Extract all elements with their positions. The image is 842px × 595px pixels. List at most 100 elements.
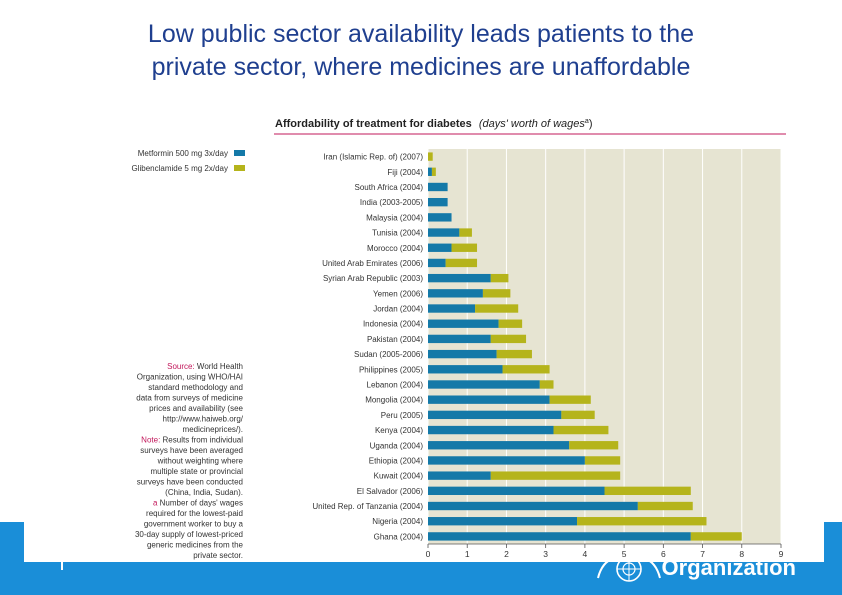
category-label: Kenya (2004): [375, 426, 423, 435]
bar-segment: [553, 425, 609, 435]
bar-segment: [428, 532, 691, 541]
x-tick-label: 4: [583, 549, 588, 559]
legend-label: Metformin 500 mg 3x/day: [138, 149, 228, 158]
bar-segment: [577, 517, 707, 526]
bar-segment: [498, 319, 523, 328]
bar-segment: [428, 471, 491, 480]
plot-background: [428, 149, 781, 544]
slide-title-line-2: private sector, where medicines are unaf…: [151, 53, 691, 81]
source-note-label: Source:: [167, 362, 197, 371]
category-label: India (2003-2005): [360, 198, 423, 207]
source-note-line: a Number of days' wages: [153, 499, 243, 508]
source-note-line: (China, India, Sudan).: [165, 488, 243, 497]
x-tick-label: 9: [779, 549, 784, 559]
bar-segment: [637, 501, 693, 511]
category-label: Indonesia (2004): [363, 320, 423, 329]
source-note-line: generic medicines from the: [147, 541, 244, 550]
bar-segment: [428, 486, 605, 496]
bar-segment: [428, 517, 578, 526]
x-tick-label: 0: [426, 549, 431, 559]
bar-segment: [428, 289, 483, 298]
chart-title-units: (days' worth of wages: [479, 118, 586, 130]
bar-segment: [428, 349, 497, 359]
category-label: Jordan (2004): [373, 305, 423, 314]
x-tick-label: 8: [739, 549, 744, 559]
slide-title-line-1: Low public sector availability leads pat…: [147, 20, 695, 48]
category-label: Fiji (2004): [387, 168, 423, 177]
category-label: Morocco (2004): [367, 244, 423, 253]
bar-segment: [428, 182, 448, 192]
category-label: Yemen (2006): [373, 289, 423, 298]
chart-title-close: ): [589, 118, 593, 130]
bar-segment: [490, 273, 509, 283]
bar-segment: [496, 349, 532, 359]
bar-segment: [690, 532, 742, 541]
category-label: United Arab Emirates (2006): [322, 259, 423, 268]
slide-title: Low public sector availability leads pat…: [0, 18, 842, 84]
bar-segment: [428, 304, 476, 313]
bar-segment: [428, 228, 460, 237]
bar-segment: [561, 410, 595, 420]
x-tick-label: 6: [661, 549, 666, 559]
source-note-text: Number of days' wages: [160, 499, 243, 508]
source-note-line: prices and availability (see: [149, 404, 243, 413]
bar-segment: [569, 441, 619, 450]
bar-segment: [428, 410, 562, 420]
category-label: Mongolia (2004): [365, 396, 423, 405]
category-label: Philippines (2005): [359, 365, 423, 374]
category-label: Ghana (2004): [374, 532, 424, 541]
source-note-line: required for the lowest-paid: [146, 509, 243, 518]
source-note-line: http://www.haiweb.org/: [163, 415, 244, 424]
source-note-text: World Health: [197, 362, 243, 371]
chart-title-superscript: a: [585, 118, 589, 125]
source-note-line: data from surveys of medicine: [136, 394, 243, 403]
bar-segment: [482, 289, 511, 298]
bar-segment: [490, 471, 621, 480]
chart-title-main: Affordability of treatment for diabetes: [275, 118, 472, 130]
source-note-label: Note:: [141, 436, 162, 445]
bar-segment: [428, 501, 638, 511]
bar-segment: [502, 365, 550, 374]
bar-segment: [428, 273, 491, 283]
category-label: Syrian Arab Republic (2003): [323, 274, 423, 283]
category-label: Lebanon (2004): [367, 380, 424, 389]
source-note-line: Organization, using WHO/HAI: [137, 373, 243, 382]
source-note-line: surveys have been averaged: [140, 446, 243, 455]
source-note-line: Note: Results from individual: [141, 436, 243, 445]
bar-segment: [459, 228, 472, 237]
category-label: Malaysia (2004): [366, 213, 423, 222]
source-note-line: surveys have been conducted: [137, 478, 243, 487]
source-note-label: a: [153, 499, 160, 508]
bar-segment: [428, 380, 540, 389]
bar-segment: [431, 167, 436, 176]
x-tick-label: 5: [622, 549, 627, 559]
category-label: Sudan (2005-2006): [354, 350, 423, 359]
source-note-text: Results from individual: [163, 436, 244, 445]
category-label: Nigeria (2004): [372, 517, 423, 526]
source-note-line: Source: World Health: [167, 362, 243, 371]
bar-segment: [428, 213, 452, 222]
bar-segment: [428, 319, 499, 328]
bar-segment: [428, 167, 432, 176]
x-tick-label: 3: [543, 549, 548, 559]
legend-swatch: [234, 150, 245, 156]
x-tick-label: 7: [700, 549, 705, 559]
bar-segment: [539, 380, 554, 389]
category-label: Ethiopia (2004): [369, 456, 424, 465]
bar-segment: [428, 425, 554, 435]
bar-segment: [428, 152, 433, 161]
x-tick-label: 2: [504, 549, 509, 559]
bar-segment: [428, 197, 448, 207]
source-note-line: 30-day supply of lowest-priced: [135, 530, 243, 539]
legend-swatch: [234, 165, 245, 171]
category-label: El Salvador (2006): [357, 487, 424, 496]
source-note-line: medicineprices/).: [183, 425, 243, 434]
category-label: Pakistan (2004): [367, 335, 423, 344]
chart-title: Affordability of treatment for diabetes …: [275, 118, 592, 130]
bar-segment: [490, 334, 527, 344]
category-label: Uganda (2004): [370, 441, 424, 450]
category-label: Kuwait (2004): [374, 472, 424, 481]
source-note-line: standard methodology and: [148, 383, 243, 392]
bar-segment: [604, 486, 691, 496]
category-label: South Africa (2004): [355, 183, 424, 192]
